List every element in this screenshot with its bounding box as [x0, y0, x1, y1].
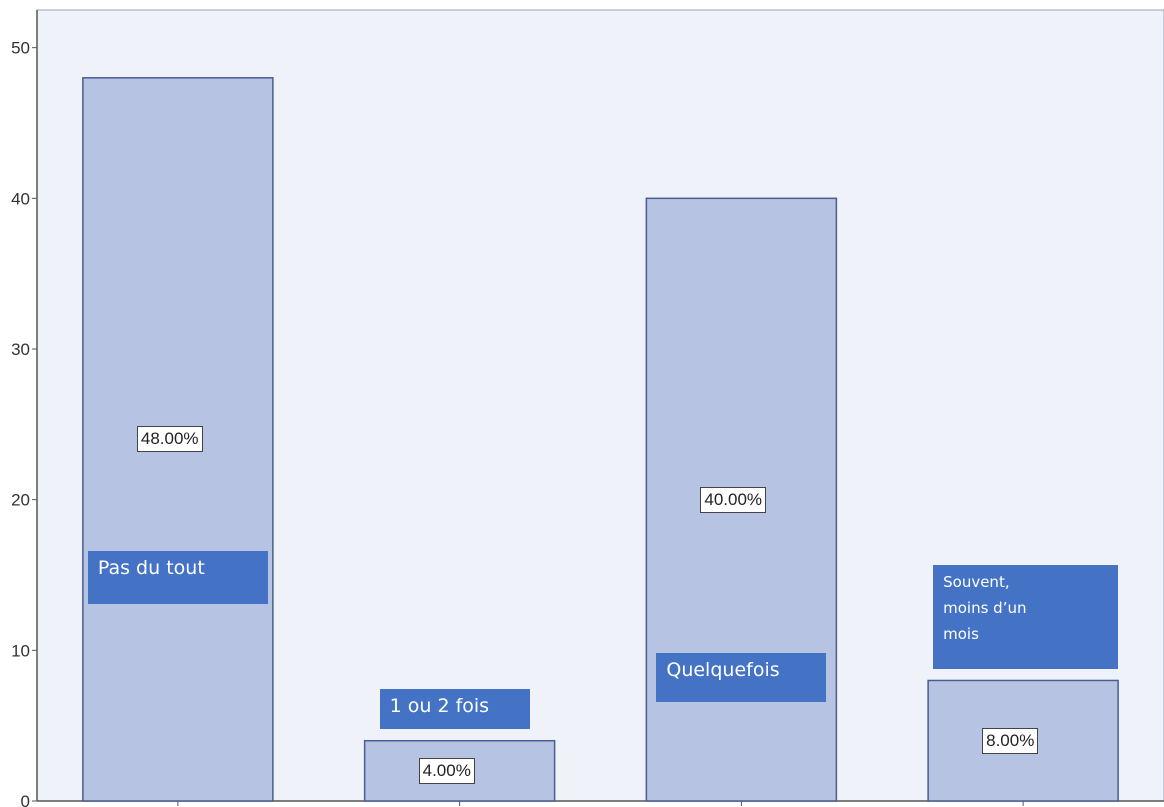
category-label-line: 1 ou 2 fois [389, 695, 490, 717]
y-tick-label: 30 [11, 340, 30, 359]
y-axis: 0 10 20 30 40 50 [11, 10, 38, 807]
category-label-3: Souvent, moins d’un mois [933, 565, 1119, 669]
y-tick-label: 10 [11, 641, 30, 660]
category-label-0: Pas du tout [87, 551, 268, 604]
y-tick-label: 20 [11, 491, 30, 510]
category-label-line: Pas du tout [97, 557, 205, 579]
data-label-0: 48.00% [136, 426, 203, 453]
data-label-3: 8.00% [982, 727, 1039, 754]
y-tick-label: 50 [11, 39, 30, 58]
category-label-line: Souvent, [943, 573, 1010, 591]
category-label-line: Quelquefois [666, 659, 780, 681]
category-label-line: moins d’un [943, 599, 1027, 617]
y-tick-label: 0 [21, 792, 30, 807]
category-label-1: 1 ou 2 fois [379, 689, 530, 729]
category-label-line: mois [943, 625, 979, 643]
data-label-1: 4.00% [418, 757, 475, 784]
data-label-2: 40.00% [700, 486, 767, 513]
category-label-2: Quelquefois [656, 653, 827, 702]
y-tick-label: 40 [11, 189, 30, 208]
